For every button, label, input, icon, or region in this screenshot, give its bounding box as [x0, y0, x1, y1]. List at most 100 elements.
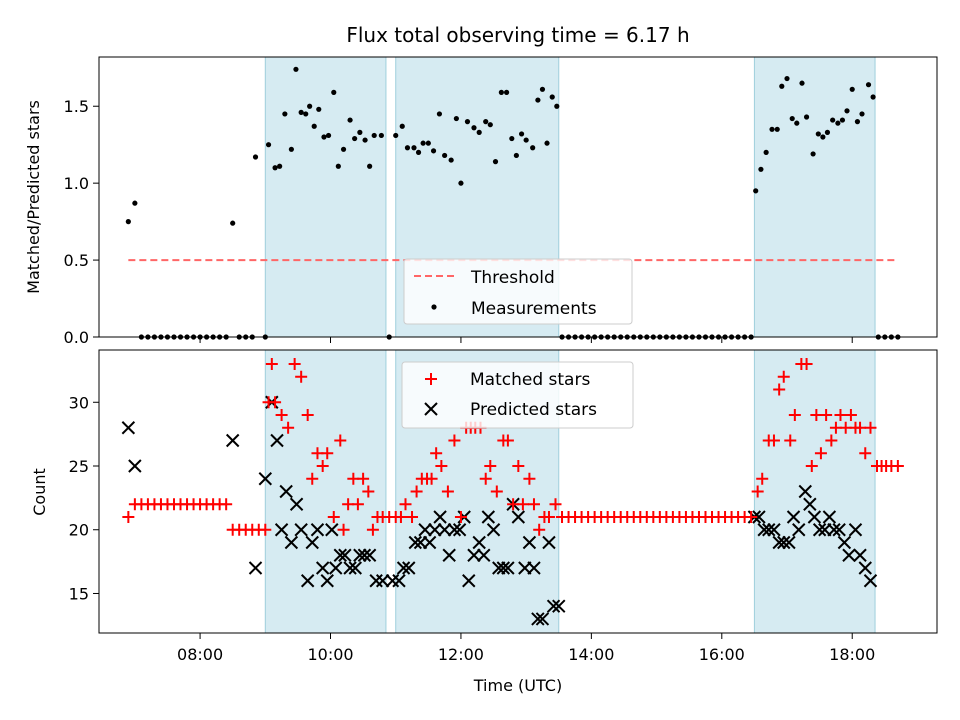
predicted-star-point	[408, 535, 422, 550]
matched-star-point	[327, 510, 340, 523]
matched-star-point	[820, 409, 833, 422]
measurement-point	[132, 200, 138, 206]
measurement-point	[830, 117, 836, 123]
matched-star-point	[484, 460, 497, 473]
measurement-point	[849, 86, 855, 92]
matched-star-point	[751, 485, 764, 498]
top-y-ticks: 0.0 0.5 1.0 1.5	[64, 97, 99, 347]
matched-star-point	[814, 447, 827, 460]
measurement-point	[859, 111, 865, 117]
measurement-point	[549, 94, 555, 100]
xtick-label: 10:00	[307, 645, 353, 664]
matched-star-point	[410, 485, 423, 498]
legend-matched-swatch	[425, 373, 437, 385]
measurement-point	[307, 103, 313, 109]
predicted-star-point	[798, 484, 812, 499]
matched-stars-points	[122, 358, 904, 536]
measurement-point	[311, 123, 317, 129]
measurement-point	[453, 115, 459, 122]
matched-star-point	[282, 421, 295, 434]
measurement-point	[753, 188, 759, 194]
measurement-point	[518, 131, 525, 137]
matched-star-point	[805, 460, 818, 473]
measurement-point	[523, 137, 529, 143]
predicted-star-point	[858, 561, 872, 575]
measurement-point	[282, 111, 288, 117]
measurement-point	[794, 120, 800, 126]
predicted-star-point	[329, 561, 343, 575]
matched-star-point	[825, 434, 838, 447]
predicted-star-point	[546, 599, 561, 613]
observing-window-top-3	[753, 56, 876, 338]
bottom-x-ticks: 08:00 10:00 12:00 14:00 16:00 18:00	[177, 633, 875, 664]
observing-window-bottom-3	[753, 349, 876, 634]
legend-threshold-label: Threshold	[470, 268, 555, 288]
measurement-point	[442, 152, 448, 159]
matched-star-point	[357, 472, 370, 485]
predicted-star-point	[442, 548, 456, 562]
measurement-point	[316, 106, 322, 112]
matched-star-point	[542, 510, 555, 523]
matched-star-point	[533, 523, 546, 536]
measurement-point	[436, 111, 443, 117]
matched-star-point	[321, 447, 334, 460]
predicted-star-point	[452, 523, 467, 537]
measurement-point	[784, 75, 790, 82]
measurement-point	[803, 114, 810, 120]
matched-star-point	[295, 370, 308, 383]
predicted-star-point	[777, 535, 791, 550]
measurement-point	[487, 122, 493, 128]
chart-title: Flux total observing time = 6.17 h	[346, 23, 689, 47]
measurement-point	[815, 131, 821, 137]
measurement-point	[471, 125, 477, 131]
predicted-star-point	[752, 510, 766, 524]
predicted-star-point	[782, 535, 796, 550]
predicted-star-point	[827, 523, 841, 537]
measurement-point	[789, 115, 795, 122]
measurement-point	[835, 120, 841, 126]
measurement-point	[844, 108, 850, 114]
measurement-point	[820, 134, 826, 140]
predicted-star-point	[325, 523, 339, 537]
measurement-point	[298, 109, 304, 115]
xtick-label: 12:00	[438, 645, 484, 664]
xtick-label: 16:00	[699, 645, 745, 664]
measurement-point	[362, 137, 368, 143]
bottom-legend-box	[401, 361, 634, 429]
predicted-star-point	[511, 510, 526, 524]
measurement-point	[411, 145, 417, 151]
predicted-star-point	[128, 459, 142, 473]
matched-star-point	[834, 409, 847, 422]
xtick-label: 08:00	[177, 645, 223, 664]
predicted-star-point	[542, 535, 556, 550]
measurement-point	[230, 220, 236, 226]
xtick-label: 18:00	[829, 645, 875, 664]
measurement-point	[252, 154, 259, 160]
bottom-ytick-label: 30	[69, 393, 89, 412]
predicted-star-point	[842, 548, 856, 562]
matched-star-point	[490, 485, 503, 498]
predicted-star-point	[270, 433, 284, 448]
top-x-ticks	[199, 337, 853, 343]
bottom-ytick-label: 25	[69, 457, 89, 476]
measurement-point	[870, 94, 876, 100]
predicted-star-point	[279, 484, 293, 499]
matched-star-point	[800, 358, 813, 371]
predicted-star-point	[472, 535, 486, 550]
predicted-star-point	[274, 523, 289, 537]
bottom-ytick-label: 15	[69, 584, 89, 603]
measurement-point	[272, 165, 278, 171]
measurement-point	[303, 111, 309, 117]
predicted-star-point	[385, 574, 400, 588]
bottom-axes-frame	[98, 349, 938, 634]
matched-star-point	[275, 409, 288, 422]
predicted-star-point	[496, 561, 511, 575]
measurement-point	[277, 163, 283, 169]
legend-measurements-swatch	[431, 304, 437, 310]
legend-predicted-label: Predicted stars	[470, 400, 597, 420]
measurement-point	[288, 146, 294, 152]
measurement-point	[554, 103, 560, 109]
measurement-point	[335, 163, 341, 169]
predicted-star-point	[338, 548, 352, 562]
